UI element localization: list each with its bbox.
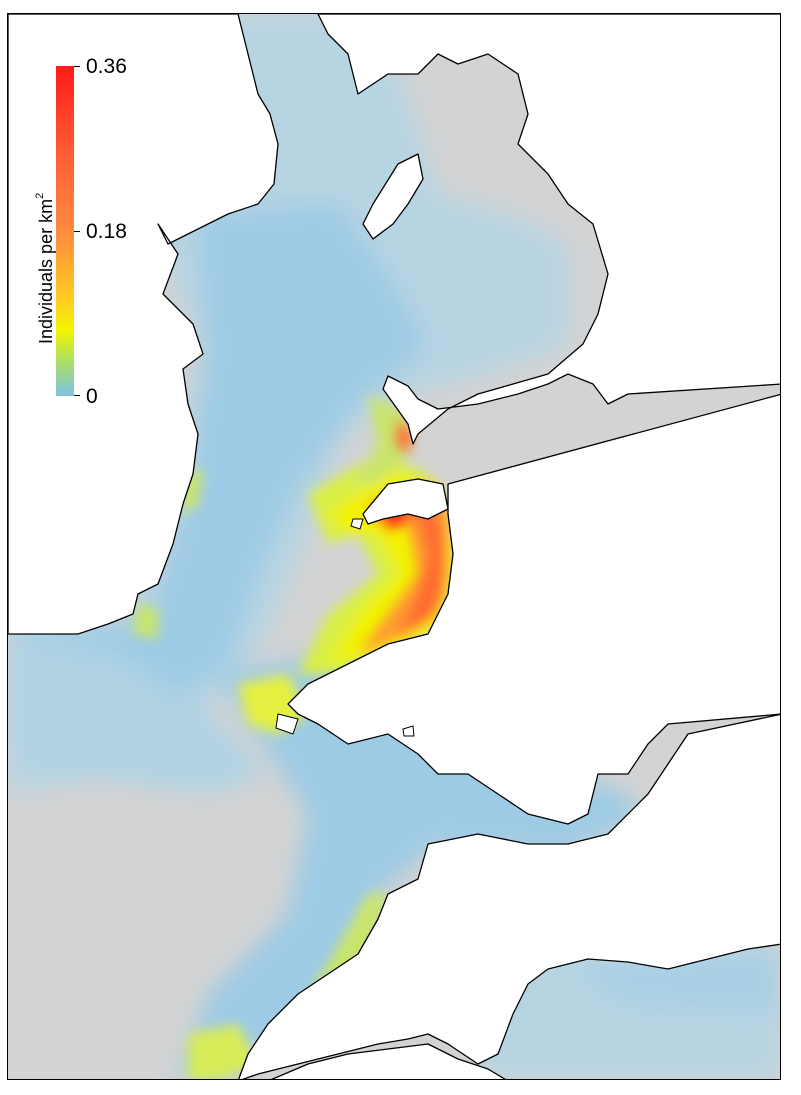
land-north-east [317, 14, 780, 445]
legend-title-superscript: 2 [34, 192, 46, 199]
legend-max-label: 0.36 [86, 55, 127, 78]
legend-title-text: Individuals per km [36, 198, 56, 344]
land-south-wales [238, 713, 780, 1079]
legend-tick-min [74, 395, 80, 396]
land-west [8, 14, 279, 635]
legend-mid-label: 0.18 [86, 220, 127, 243]
isle-of-man [362, 153, 424, 240]
land-wales-north [287, 393, 780, 825]
legend-tick-mid [74, 231, 80, 232]
legend-tick-max [74, 66, 80, 67]
land-south-west [271, 1043, 506, 1079]
small-islands [275, 518, 415, 737]
legend-title: Individuals per km2 [34, 192, 57, 344]
legend-color-bar [56, 66, 74, 396]
legend-min-label: 0 [86, 385, 98, 408]
anglesey [362, 478, 449, 525]
land-masses [8, 14, 780, 1079]
density-map: 0.36 0.18 0 Individuals per km2 [7, 13, 781, 1080]
map-canvas [8, 14, 780, 1079]
low-density-zones [8, 14, 780, 1079]
